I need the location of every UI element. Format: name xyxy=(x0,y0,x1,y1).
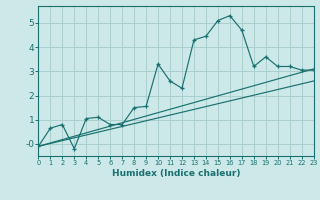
X-axis label: Humidex (Indice chaleur): Humidex (Indice chaleur) xyxy=(112,169,240,178)
